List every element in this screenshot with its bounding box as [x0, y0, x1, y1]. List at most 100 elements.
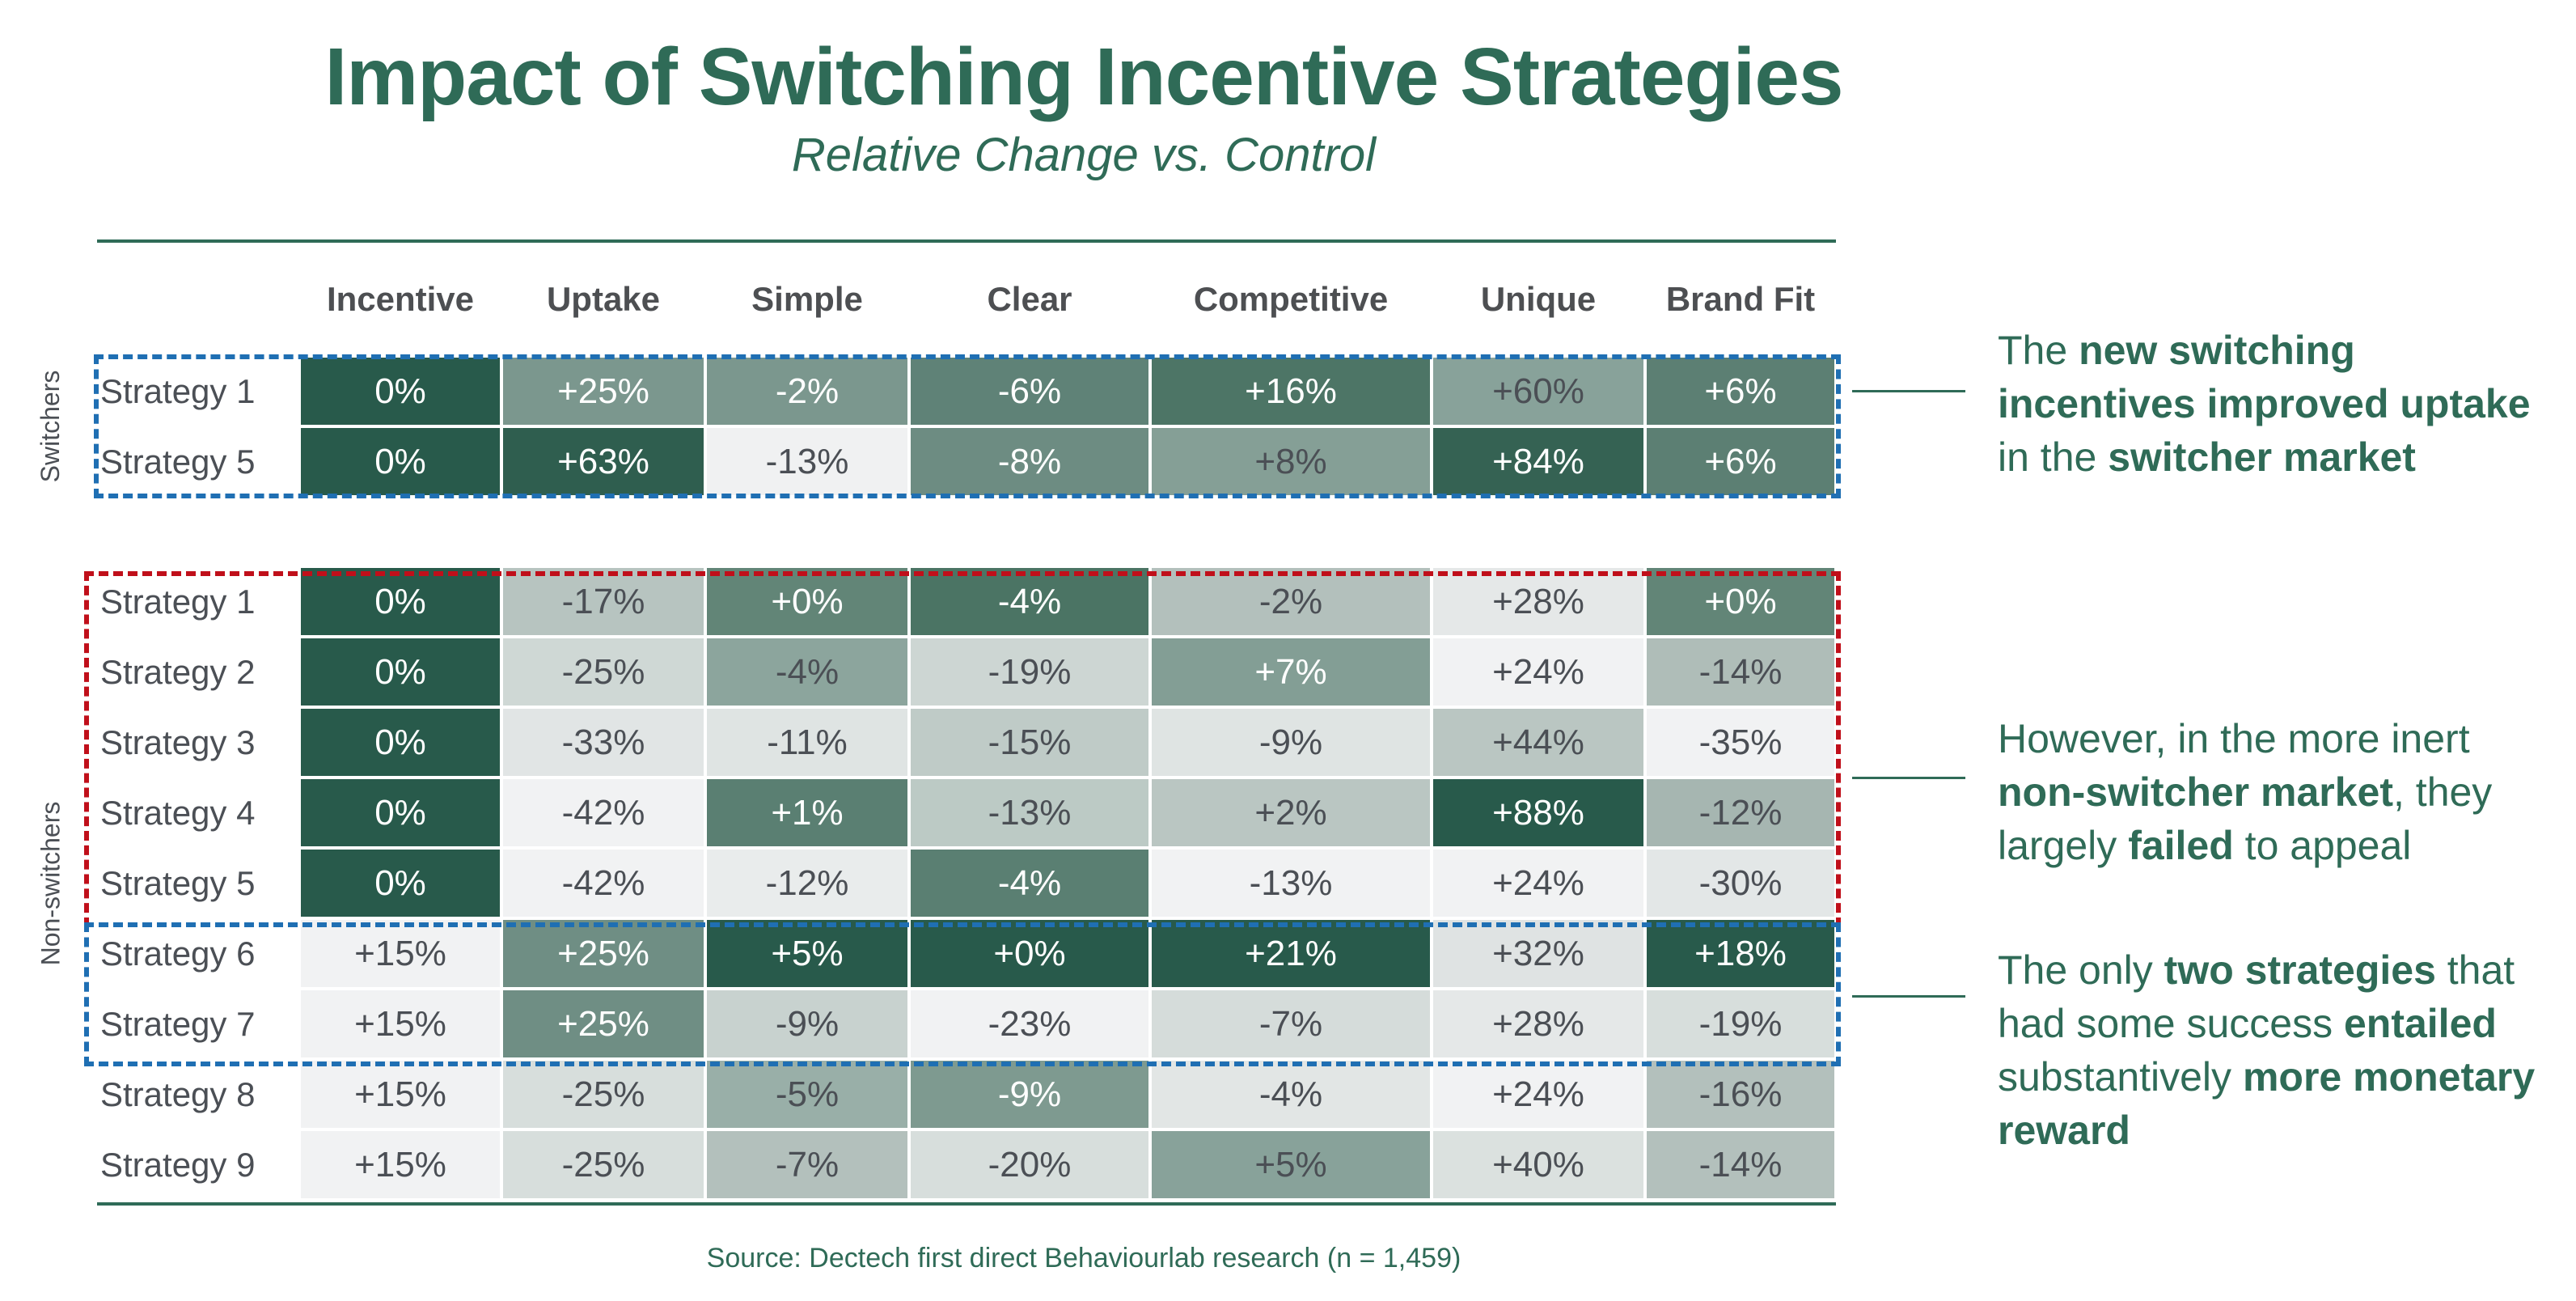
heatmap-cell: +15% [299, 1059, 501, 1129]
heatmap-cell: -4% [909, 848, 1150, 918]
heatmap-cell: +25% [501, 989, 705, 1059]
row-label: Strategy 7 [100, 1005, 256, 1043]
heatmap-cell: -9% [1150, 707, 1432, 778]
heatmap-cell: -14% [1645, 637, 1836, 707]
heatmap-cell: -35% [1645, 707, 1836, 778]
heatmap-cell: +6% [1645, 426, 1836, 497]
heatmap-cell: -4% [705, 637, 909, 707]
heatmap-cell: -25% [501, 637, 705, 707]
annotation-text: failed [2128, 823, 2234, 868]
heatmap-cell: +28% [1432, 566, 1645, 637]
annotation-text: switcher market [2108, 434, 2416, 480]
heatmap-cell: +15% [299, 1129, 501, 1200]
heatmap-cell: +0% [1645, 566, 1836, 637]
non-switchers-highlight-box [84, 571, 1841, 927]
heatmap-cell: -9% [705, 989, 909, 1059]
group-label: Non-switchers [36, 801, 65, 965]
heatmap-cell: 0% [299, 426, 501, 497]
heatmap-cell: -19% [1645, 989, 1836, 1059]
heatmap-cell: +21% [1150, 918, 1432, 989]
column-header: Clear [987, 280, 1072, 318]
heatmap-cell: -25% [501, 1059, 705, 1129]
row-label: Strategy 2 [100, 653, 256, 691]
row-label: Strategy 5 [100, 443, 256, 481]
heatmap-cell: +8% [1150, 426, 1432, 497]
row-label: Strategy 5 [100, 864, 256, 902]
annotation-text: new switching incentives improved uptake [1998, 328, 2531, 426]
annotation-text: that had some success [1998, 947, 2515, 1046]
heatmap-cell: -23% [909, 989, 1150, 1059]
heatmap-cell: -2% [1150, 566, 1432, 637]
heatmap-cell: +28% [1432, 989, 1645, 1059]
column-header: Simple [751, 280, 863, 318]
heatmap-cell: -13% [909, 778, 1150, 848]
heatmap-cell: 0% [299, 637, 501, 707]
heatmap-cell: 0% [299, 778, 501, 848]
heatmap-cell: +25% [501, 356, 705, 426]
heatmap-cell: -12% [705, 848, 909, 918]
annotation-text: to appeal [2233, 823, 2412, 868]
annotation-text: more monetary reward [1998, 1054, 2536, 1153]
chart-subtitle: Relative Change vs. Control [791, 129, 1377, 181]
top-rule [97, 239, 1836, 243]
heatmap-cell: -4% [1150, 1059, 1432, 1129]
heatmap-cell: -42% [501, 778, 705, 848]
row-label: Strategy 4 [100, 794, 256, 832]
heatmap-cell: 0% [299, 566, 501, 637]
heatmap-cell: +0% [909, 918, 1150, 989]
heatmap-cell: -15% [909, 707, 1150, 778]
heatmap-cell: -7% [705, 1129, 909, 1200]
heatmap-cell: -6% [909, 356, 1150, 426]
heatmap-cell: +16% [1150, 356, 1432, 426]
heatmap-cell: +25% [501, 918, 705, 989]
annotation-switchers: The new switching incentives improved up… [1998, 324, 2564, 484]
heatmap-cell: +7% [1150, 637, 1432, 707]
heatmap-cell: +5% [1150, 1129, 1432, 1200]
connector-line-non-switchers [1852, 777, 1965, 779]
heatmap-cell: +40% [1432, 1129, 1645, 1200]
heatmap-cell: +0% [705, 566, 909, 637]
annotation-text: However, in the more inert [1998, 716, 2470, 761]
annotation-text: entailed [2343, 1001, 2497, 1046]
heatmap-cell: -14% [1645, 1129, 1836, 1200]
heatmap-cell: +18% [1645, 918, 1836, 989]
annotation-text: two strategies [2164, 947, 2436, 993]
heatmap-cell: +24% [1432, 848, 1645, 918]
column-header: Uptake [546, 280, 661, 318]
column-header: Competitive [1193, 280, 1389, 318]
annotation-text: non-switcher market [1998, 769, 2394, 815]
row-label: Strategy 3 [100, 723, 256, 761]
row-label: Strategy 8 [100, 1075, 256, 1113]
annotation-text: The only [1998, 947, 2164, 993]
column-header: Incentive [326, 280, 475, 318]
row-label: Strategy 1 [100, 583, 256, 621]
heatmap-cell: +44% [1432, 707, 1645, 778]
heatmap-cell: -2% [705, 356, 909, 426]
annotation-text: The [1998, 328, 2079, 373]
heatmap-cell: -16% [1645, 1059, 1836, 1129]
heatmap-cell: -9% [909, 1059, 1150, 1129]
heatmap-cell: -4% [909, 566, 1150, 637]
heatmap-cell: +88% [1432, 778, 1645, 848]
heatmap-cell: -19% [909, 637, 1150, 707]
heatmap-cell: -13% [1150, 848, 1432, 918]
heatmap-cell: 0% [299, 356, 501, 426]
connector-line-switchers [1852, 390, 1965, 392]
heatmap-cell: +1% [705, 778, 909, 848]
heatmap-cell: +2% [1150, 778, 1432, 848]
annotation-two-strategies: The only two strategies that had some su… [1998, 943, 2564, 1157]
bottom-rule [97, 1202, 1836, 1206]
heatmap-cell: -12% [1645, 778, 1836, 848]
annotation-text: , they largely [1998, 769, 2493, 868]
heatmap-cell: -30% [1645, 848, 1836, 918]
heatmap-cell: +24% [1432, 1059, 1645, 1129]
heatmap-cell: +84% [1432, 426, 1645, 497]
heatmap-cell: -42% [501, 848, 705, 918]
heatmap-cell: +15% [299, 989, 501, 1059]
heatmap-cell: -11% [705, 707, 909, 778]
column-header: Brand Fit [1665, 280, 1816, 318]
group-label: Switchers [36, 370, 65, 483]
heatmap-cell: +5% [705, 918, 909, 989]
heatmap-cell: +32% [1432, 918, 1645, 989]
row-label: Strategy 1 [100, 372, 256, 410]
